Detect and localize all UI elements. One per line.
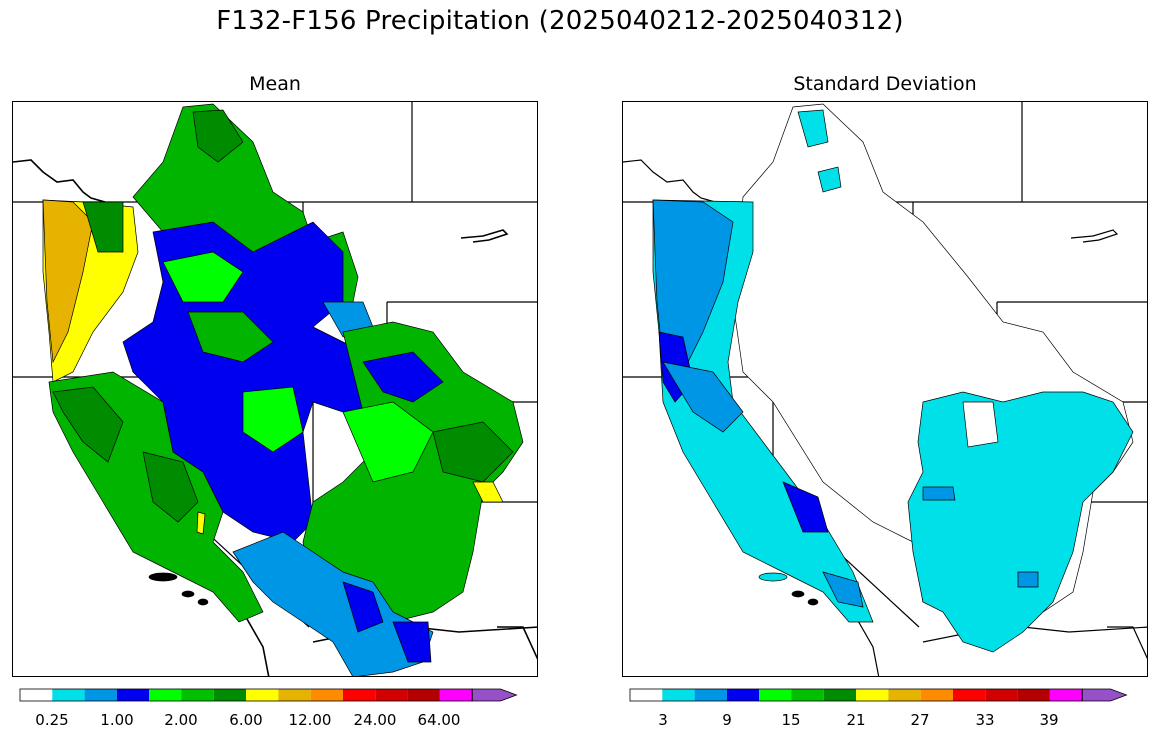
colorbar-segment xyxy=(439,689,473,701)
mean-map xyxy=(12,101,538,677)
colorbar-segment xyxy=(407,689,440,701)
colorbar-segment xyxy=(213,689,247,701)
colorbar-segment xyxy=(759,689,792,701)
sd-map xyxy=(622,101,1148,677)
sd-colorbar-tick: 15 xyxy=(781,711,801,729)
colorbar-segment xyxy=(888,689,921,701)
colorbar-segment xyxy=(985,689,1018,701)
colorbar-segment xyxy=(791,689,824,701)
colorbar-segment xyxy=(375,689,408,701)
colorbar-segment xyxy=(920,689,953,701)
mean-colorbar-tick: 24.00 xyxy=(353,711,397,729)
sd-colorbar-tick: 21 xyxy=(846,711,866,729)
colorbar-segment xyxy=(953,689,986,701)
mean-colorbar xyxy=(19,688,518,702)
mean-colorbar-tick: 1.00 xyxy=(100,711,134,729)
colorbar-extend-arrow xyxy=(471,688,518,702)
figure-title: F132-F156 Precipitation (2025040212-2025… xyxy=(216,6,904,36)
colorbar-frame xyxy=(629,688,1083,702)
mean-panel-title: Mean xyxy=(249,73,301,95)
colorbar-segment xyxy=(246,689,279,701)
colorbar-segment xyxy=(310,689,343,701)
colorbar-segment xyxy=(694,689,727,701)
mean-colorbar-tick: 2.00 xyxy=(164,711,198,729)
sd-basins xyxy=(652,103,1134,653)
sd-colorbar-tick: 9 xyxy=(722,711,732,729)
colorbar-segment xyxy=(662,689,695,701)
colorbar-frame xyxy=(19,688,473,702)
mean-colorbar-tick: 64.00 xyxy=(417,711,461,729)
colorbar-segment xyxy=(52,689,85,701)
colorbar-segment xyxy=(1017,689,1050,701)
colorbar-segment xyxy=(630,689,663,701)
colorbar-segment xyxy=(726,689,760,701)
mean-colorbar-tick: 12.00 xyxy=(288,711,332,729)
sd-panel-title: Standard Deviation xyxy=(793,73,977,95)
colorbar-segment xyxy=(149,689,182,701)
colorbar-segment xyxy=(823,689,857,701)
colorbar-segment xyxy=(278,689,311,701)
mean-basins xyxy=(42,103,524,676)
colorbar-segment xyxy=(856,689,889,701)
mean-colorbar-tick: 0.25 xyxy=(35,711,69,729)
colorbar-segment xyxy=(343,689,376,701)
colorbar-segment xyxy=(181,689,214,701)
sd-colorbar-tick: 3 xyxy=(658,711,668,729)
sd-colorbar-tick: 33 xyxy=(975,711,995,729)
sd-colorbar-tick: 27 xyxy=(910,711,930,729)
colorbar-segment xyxy=(20,689,53,701)
colorbar-segment xyxy=(116,689,150,701)
colorbar-extend-arrow xyxy=(1081,688,1128,702)
colorbar-segment xyxy=(1049,689,1083,701)
sd-colorbar-tick: 39 xyxy=(1039,711,1059,729)
colorbar-segment xyxy=(84,689,117,701)
sd-colorbar xyxy=(629,688,1128,702)
mean-colorbar-tick: 6.00 xyxy=(229,711,263,729)
